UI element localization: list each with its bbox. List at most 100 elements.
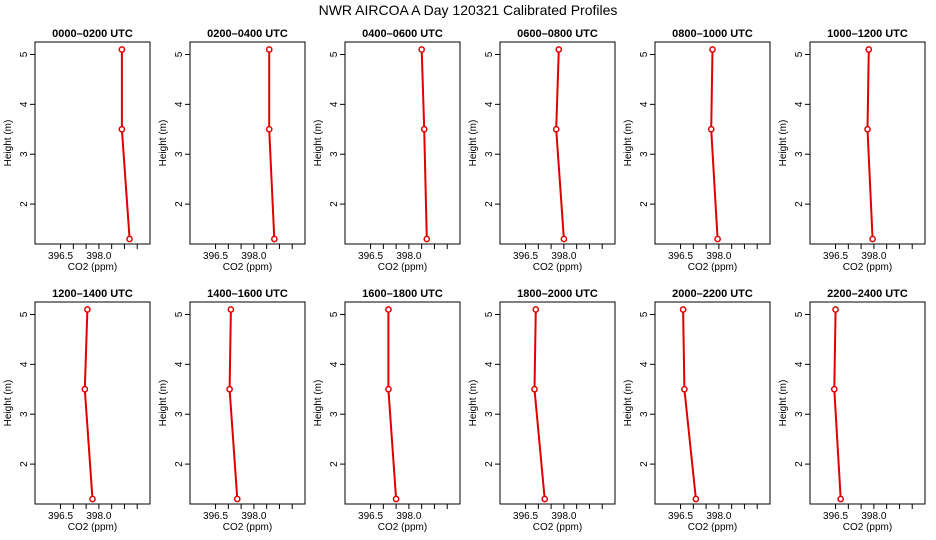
y-tick-label: 4	[329, 361, 340, 367]
x-tick-label: 396.5	[668, 251, 693, 262]
plot-frame	[344, 301, 461, 505]
x-axis-label: CO2 (ppm)	[223, 522, 272, 533]
y-tick-label: 4	[174, 361, 185, 367]
panel-title: 0400–0600 UTC	[362, 28, 443, 40]
panel: 0200–0400 UTC 396.5 398.0 2 3 4 5 CO2 (ppm) Heig…	[158, 28, 306, 273]
data-point	[118, 46, 126, 53]
x-axis-label: CO2 (ppm)	[843, 522, 892, 533]
data-point	[81, 385, 89, 393]
data-point	[420, 125, 428, 133]
y-tick-label: 3	[639, 411, 650, 417]
y-axis-label: Height (m)	[313, 380, 324, 427]
plot-frame	[654, 41, 771, 245]
y-tick-label: 4	[484, 101, 495, 107]
y-tick-label: 5	[19, 51, 30, 57]
data-point	[679, 306, 687, 313]
y-tick-label: 2	[19, 461, 30, 467]
y-tick-label: 5	[794, 311, 805, 317]
y-tick-label: 5	[174, 51, 185, 57]
x-tick-label: 398.0	[861, 251, 886, 262]
main-title: NWR AIRCOA A Day 120321 Calibrated Profi…	[319, 2, 618, 18]
y-tick-label: 3	[329, 151, 340, 157]
x-tick-label: 398.0	[396, 511, 421, 522]
panel: 1000–1200 UTC 396.5 398.0 2 3 4 5 CO2 (ppm) Heig…	[778, 28, 926, 273]
panel-title: 2000–2200 UTC	[672, 288, 753, 300]
y-tick-label: 3	[19, 151, 30, 157]
y-tick-label: 4	[639, 101, 650, 107]
y-tick-label: 5	[484, 51, 495, 57]
y-tick-label: 3	[794, 411, 805, 417]
y-tick-label: 3	[484, 151, 495, 157]
x-axis-label: CO2 (ppm)	[68, 522, 117, 533]
panel: 1200–1400 UTC 396.5 398.0 2 3 4 5 CO2 (ppm) Heig…	[3, 288, 151, 533]
profile-line	[387, 309, 398, 500]
profile-line	[833, 309, 842, 500]
x-tick-label: 396.5	[513, 251, 538, 262]
data-point	[227, 306, 235, 313]
y-tick-label: 4	[19, 361, 30, 367]
y-axis-label: Height (m)	[313, 120, 324, 167]
data-point	[832, 306, 839, 313]
panel-title: 0600–0800 UTC	[517, 28, 598, 40]
y-tick-label: 5	[174, 311, 185, 317]
panel-title: 2200–2400 UTC	[827, 288, 908, 300]
y-tick-label: 3	[794, 151, 805, 157]
x-tick-label: 398.0	[241, 511, 266, 522]
data-point	[418, 46, 426, 53]
data-point	[118, 125, 126, 133]
y-tick-label: 2	[174, 201, 185, 207]
y-tick-label: 2	[329, 461, 340, 467]
panel: 2000–2200 UTC 396.5 398.0 2 3 4 5 CO2 (ppm) Heig…	[623, 288, 771, 533]
x-tick-label: 396.5	[203, 511, 228, 522]
profile-line	[420, 49, 428, 240]
y-axis-label: Height (m)	[468, 120, 479, 167]
x-axis-label: CO2 (ppm)	[843, 262, 892, 273]
plot-frame	[499, 301, 616, 505]
y-tick-label: 3	[639, 151, 650, 157]
plot-frame	[34, 301, 151, 505]
x-tick-label: 398.0	[706, 511, 731, 522]
data-point	[709, 46, 716, 53]
y-tick-label: 5	[19, 311, 30, 317]
data-point	[532, 306, 540, 313]
y-axis-label: Height (m)	[468, 380, 479, 427]
x-axis-label: CO2 (ppm)	[223, 262, 272, 273]
data-point	[89, 495, 96, 503]
profile-line	[710, 49, 719, 240]
y-tick-label: 4	[639, 361, 650, 367]
y-tick-label: 4	[794, 361, 805, 367]
data-point	[270, 235, 278, 243]
x-axis-label: CO2 (ppm)	[533, 262, 582, 273]
y-axis-label: Height (m)	[158, 380, 169, 427]
y-axis-label: Height (m)	[623, 380, 634, 427]
data-point	[560, 235, 568, 243]
panel-title: 0200–0400 UTC	[207, 28, 288, 40]
x-tick-label: 398.0	[86, 251, 111, 262]
x-tick-label: 398.0	[551, 511, 576, 522]
x-tick-label: 396.5	[203, 251, 228, 262]
profile-line	[682, 309, 697, 500]
data-point	[541, 495, 549, 503]
y-axis-label: Height (m)	[3, 120, 14, 167]
y-tick-label: 2	[329, 201, 340, 207]
x-tick-label: 396.5	[358, 511, 383, 522]
y-tick-label: 5	[639, 51, 650, 57]
plot-frame	[654, 301, 771, 505]
y-tick-label: 5	[329, 51, 340, 57]
y-tick-label: 2	[484, 461, 495, 467]
panel-title: 0000–0200 UTC	[52, 28, 133, 40]
data-point	[423, 235, 431, 243]
panel-title: 1800–2000 UTC	[517, 288, 598, 300]
y-axis-label: Height (m)	[623, 120, 634, 167]
y-tick-label: 3	[174, 151, 185, 157]
data-point	[265, 46, 273, 53]
y-tick-label: 4	[484, 361, 495, 367]
data-point	[84, 306, 91, 313]
panel-title: 1400–1600 UTC	[207, 288, 288, 300]
x-tick-label: 396.5	[823, 251, 848, 262]
y-axis-label: Height (m)	[158, 120, 169, 167]
y-tick-label: 4	[329, 101, 340, 107]
plot-frame	[189, 301, 306, 505]
y-tick-label: 2	[174, 461, 185, 467]
